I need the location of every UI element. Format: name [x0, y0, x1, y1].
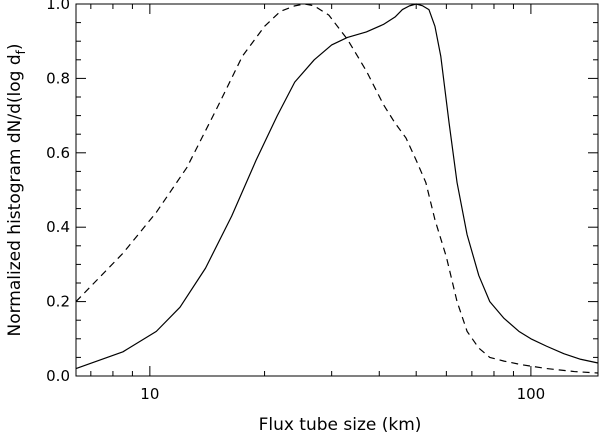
- series-layer: [75, 3, 599, 374]
- x-tick-label: 100: [517, 385, 546, 403]
- solid-series-line: [75, 3, 599, 370]
- y-tick-label: 0.2: [46, 293, 70, 311]
- y-tick-label: 1.0: [46, 0, 70, 13]
- tick-labels: 0.0 0.2 0.4 0.6 0.8 1.0 10 100: [46, 0, 545, 403]
- y-axis-label: Normalized histogram dN/d(log df): [5, 43, 28, 336]
- y-tick-label: 0.0: [46, 367, 70, 385]
- y-tick-label: 0.4: [46, 218, 70, 236]
- x-tick-label: 10: [140, 385, 159, 403]
- y-tick-label: 0.6: [46, 144, 70, 162]
- y-axis-label-subscript: f: [14, 49, 28, 54]
- y-tick-label: 0.8: [46, 69, 70, 87]
- y-axis-label-main: Normalized histogram dN/d(log d: [5, 54, 25, 336]
- y-axis-label-suffix: ): [5, 43, 25, 50]
- axis-ticks: [76, 3, 598, 377]
- plot-border: [75, 3, 599, 377]
- x-axis-label: Flux tube size (km): [259, 415, 422, 435]
- plot-frame: [75, 3, 599, 377]
- dashed-series-line: [75, 3, 599, 374]
